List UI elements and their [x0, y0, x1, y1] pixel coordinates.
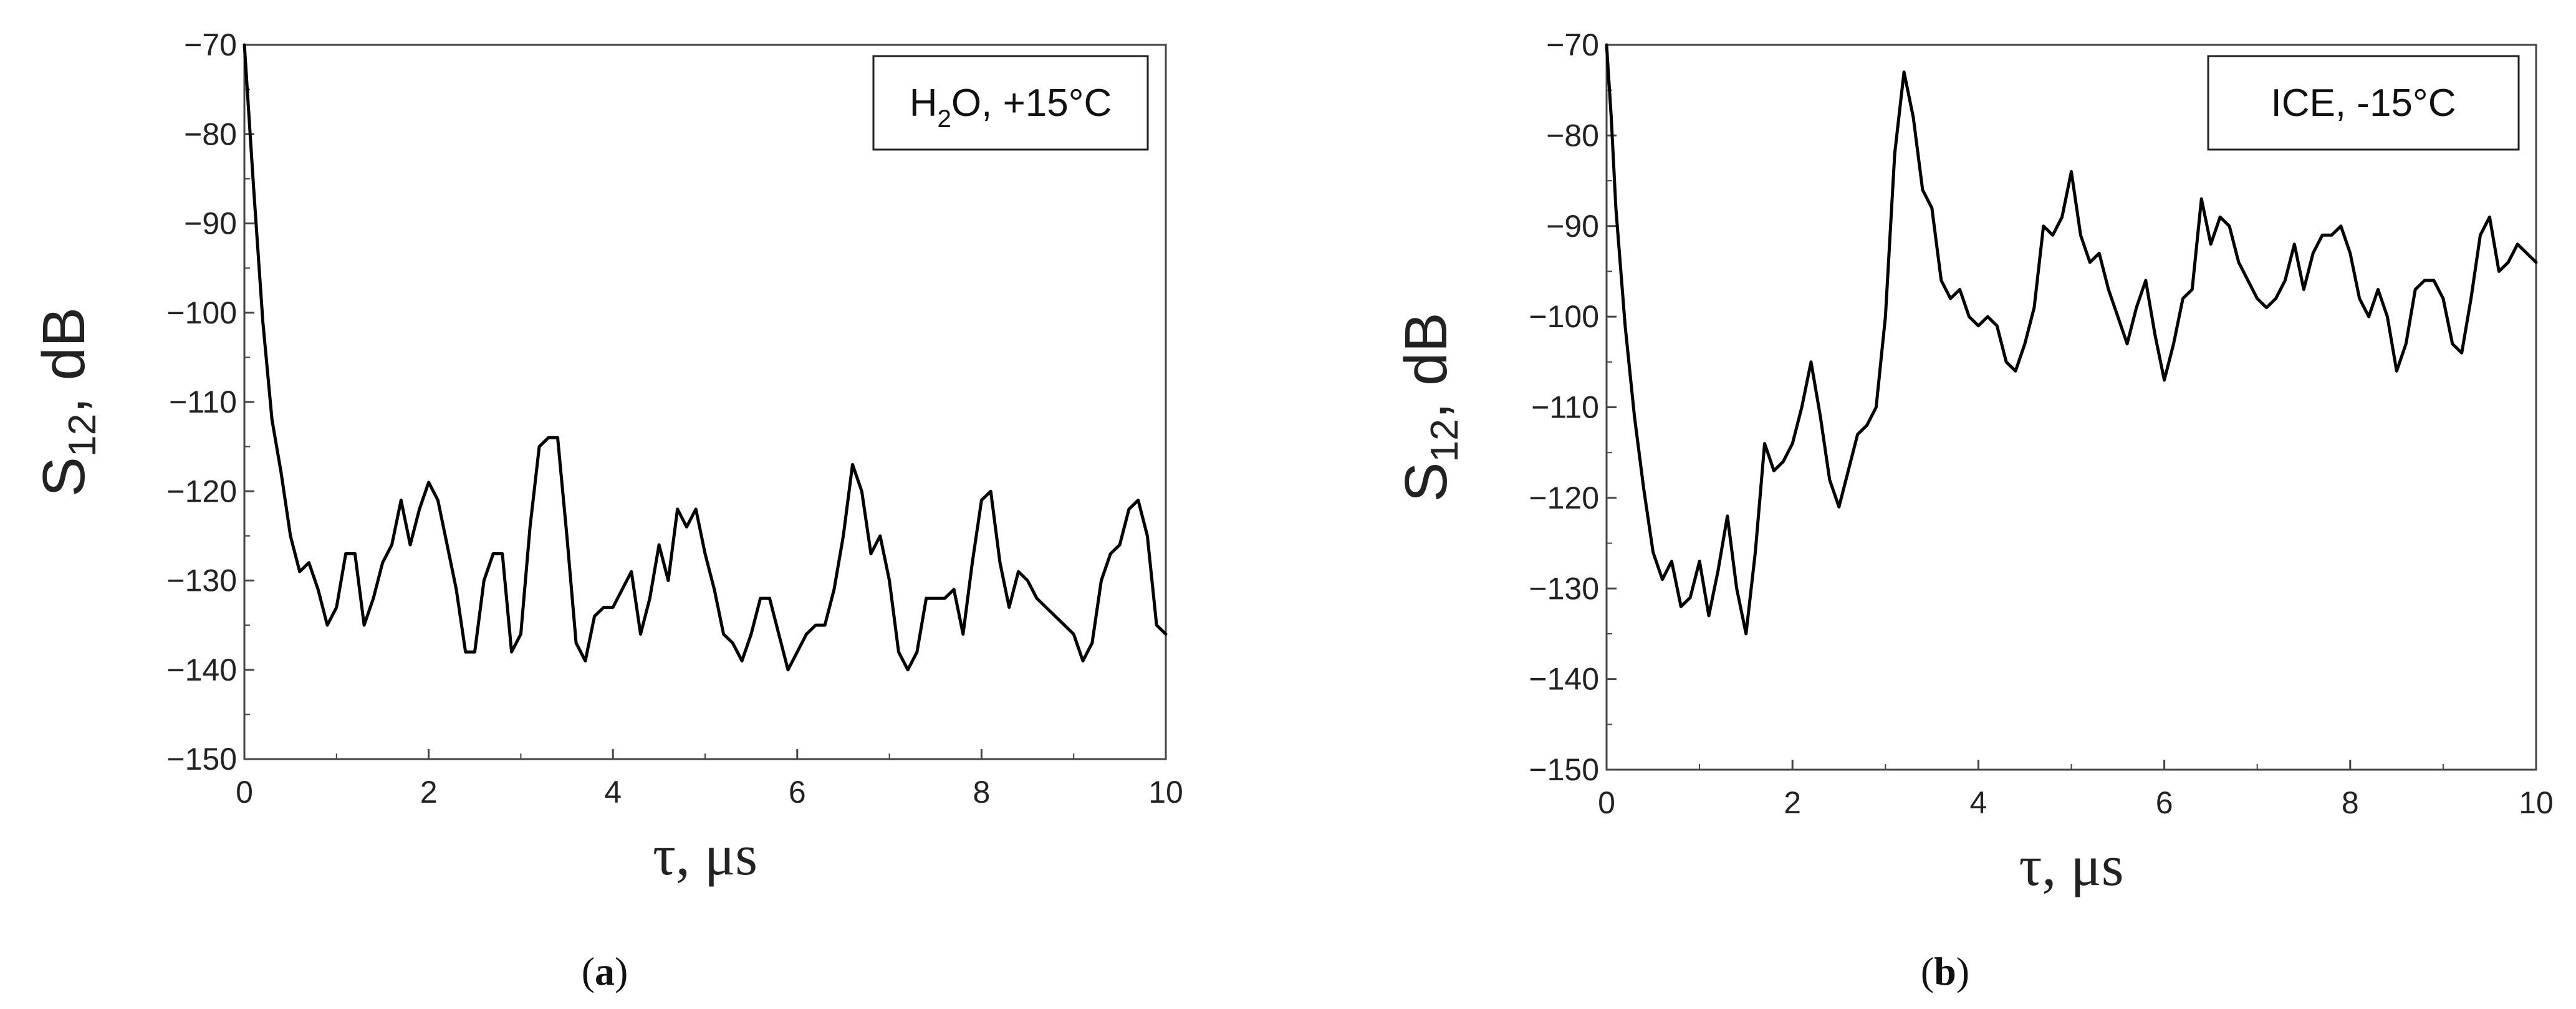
y-axis-title-a: S12, dB — [31, 307, 104, 497]
x-axis-title-b: τ, μs — [2019, 834, 2123, 897]
y-tick-label: −100 — [1529, 299, 1599, 334]
y-tick-label: −110 — [1531, 390, 1599, 425]
panel-tag-close: ) — [615, 949, 628, 993]
y-tick-label: −120 — [166, 474, 237, 509]
y-axis-title-b: S12, dB — [1393, 312, 1466, 502]
panel-tag-close: ) — [1956, 949, 1969, 993]
series-line-b — [1605, 43, 2538, 636]
y-tick-label: −80 — [1546, 118, 1599, 153]
y-axis-title-a-main: S — [31, 457, 97, 497]
y-tick-label: −70 — [184, 27, 237, 62]
x-tick-label: 2 — [420, 775, 438, 810]
legend-label-b-main: ICE, -15°C — [2271, 82, 2456, 125]
panel-tag-a: (a) — [582, 949, 628, 993]
y-axis-title-a-sub: 12 — [61, 414, 104, 457]
panel-tag-open: ( — [1921, 949, 1934, 993]
y-tick-label: −70 — [1546, 27, 1599, 62]
y-tick-label: −110 — [169, 385, 237, 419]
y-tick-label: −150 — [166, 742, 237, 777]
legend-label-a: H2O, +15°C — [910, 82, 1112, 133]
legend-label-a-sub: 2 — [937, 105, 951, 133]
y-axis-title-b-rest: , dB — [1393, 312, 1459, 419]
x-tick-label: 8 — [2342, 785, 2359, 820]
y-axis-title-b-main: S — [1393, 462, 1459, 502]
y-tick-label: −120 — [1529, 481, 1599, 515]
legend-label-a-main: H — [910, 82, 938, 125]
y-tick-label: −140 — [166, 653, 237, 687]
panel-tag-b: (b) — [1921, 949, 1969, 993]
y-axis-title-a-rest: , dB — [31, 307, 97, 414]
legend-label-a-rest: O, +15°C — [951, 82, 1112, 125]
x-tick-label: 4 — [1969, 785, 1987, 820]
x-tick-label: 4 — [604, 775, 622, 810]
y-tick-label: −130 — [1529, 571, 1599, 606]
legend-label-b: ICE, -15°C — [2271, 82, 2456, 125]
y-axis-title-b-sub: 12 — [1423, 419, 1466, 462]
legend-box-a — [872, 55, 1149, 151]
series-line-a — [243, 43, 1168, 672]
panel-tag-open: ( — [582, 949, 595, 993]
y-tick-label: −150 — [1529, 752, 1599, 787]
x-tick-label: 10 — [2519, 785, 2554, 820]
plot-frame-b — [1605, 44, 2537, 771]
x-tick-label: 0 — [1598, 785, 1615, 820]
x-tick-label: 6 — [789, 775, 806, 810]
y-tick-label: −90 — [1546, 209, 1599, 244]
x-tick-label: 10 — [1148, 775, 1183, 810]
x-tick-label: 6 — [2156, 785, 2173, 820]
y-tick-label: −130 — [166, 563, 237, 598]
y-tick-label: −140 — [1529, 662, 1599, 697]
x-axis-title-a: τ, μs — [653, 823, 757, 887]
x-tick-label: 0 — [236, 775, 253, 810]
y-tick-label: −90 — [184, 206, 237, 241]
x-tick-label: 2 — [1784, 785, 1801, 820]
y-tick-label: −100 — [166, 295, 237, 330]
x-tick-label: 8 — [973, 775, 990, 810]
panel-tag-letter: b — [1934, 949, 1956, 993]
panel-tag-letter: a — [595, 949, 615, 993]
plot-frame-a — [243, 44, 1167, 760]
y-tick-label: −80 — [184, 117, 237, 151]
legend-box-b — [2207, 55, 2520, 151]
